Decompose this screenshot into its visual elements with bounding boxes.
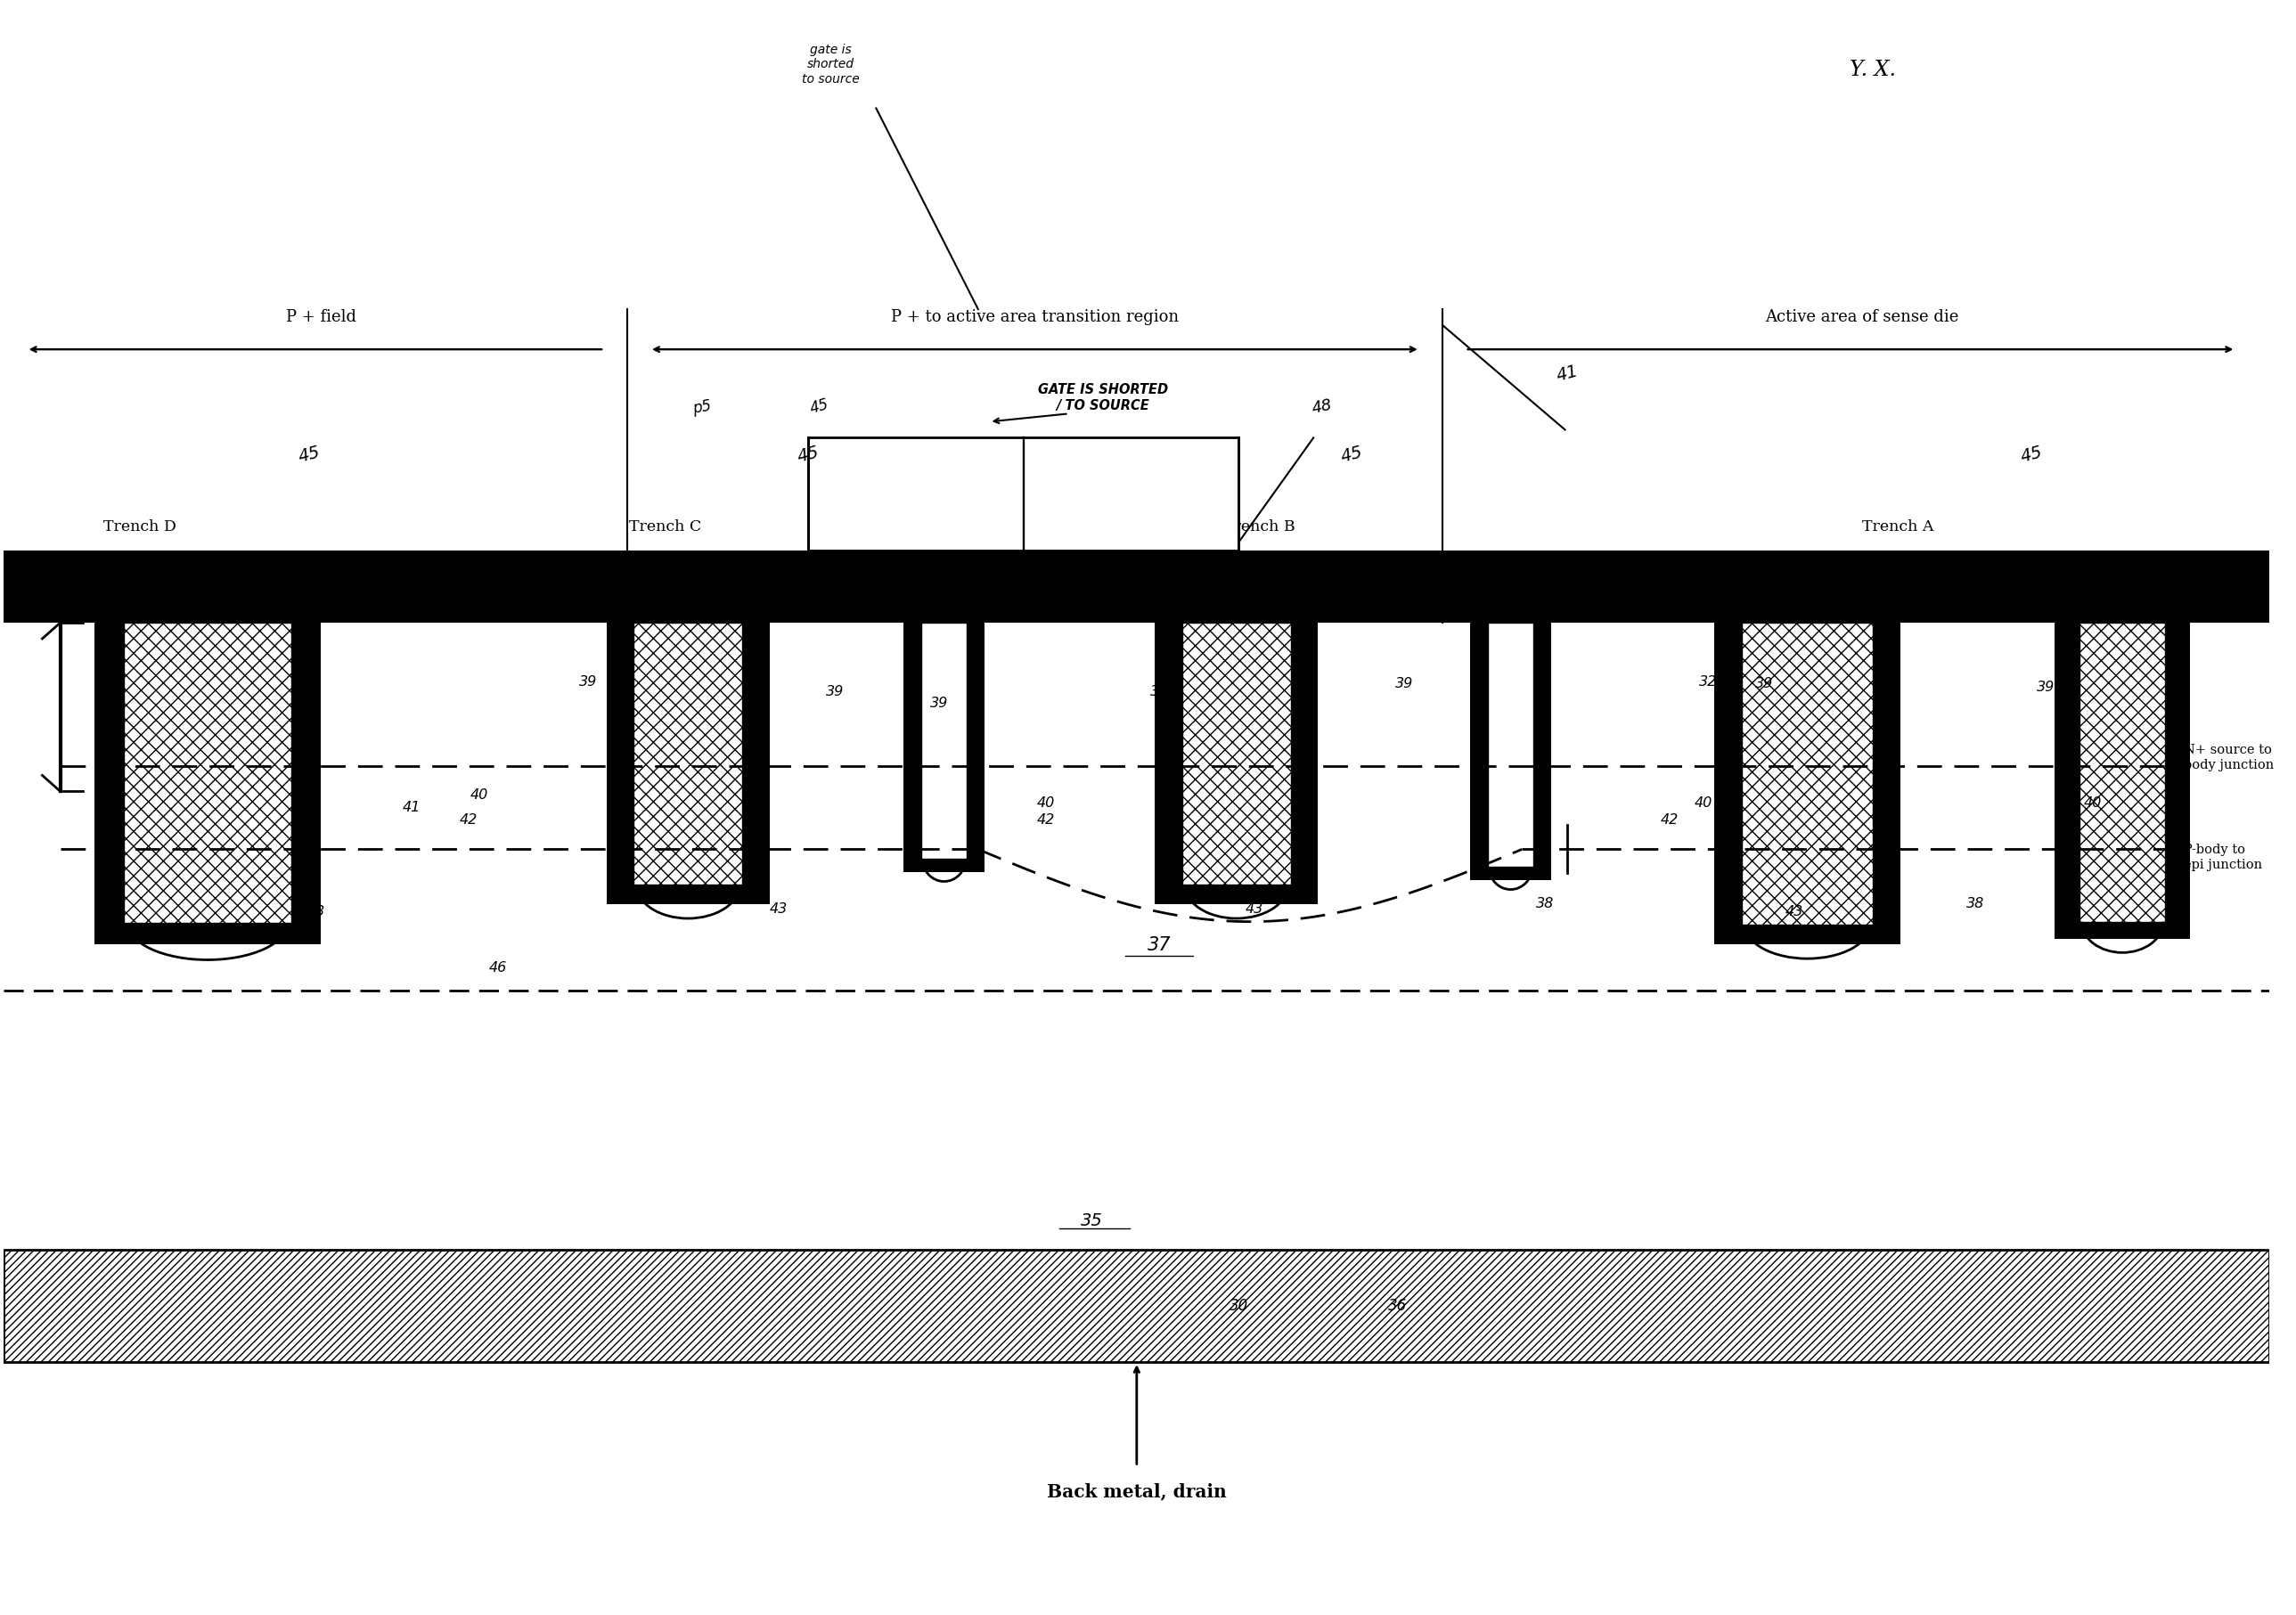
Text: 45: 45: [808, 397, 831, 417]
Text: Trench B: Trench B: [1224, 518, 1295, 535]
Text: Y. X.: Y. X.: [1851, 60, 1896, 81]
Bar: [902, 623, 985, 872]
Bar: [1715, 623, 1901, 945]
Text: 45: 45: [2018, 444, 2046, 465]
Text: P + to active area transition region: P + to active area transition region: [891, 308, 1178, 325]
Text: 45: 45: [794, 444, 822, 465]
Bar: [921, 623, 967, 859]
Bar: [5, 551, 2271, 623]
Text: 40: 40: [471, 788, 489, 801]
Bar: [2080, 623, 2165, 922]
Text: 35: 35: [1081, 1213, 1102, 1229]
Text: 30: 30: [1228, 1298, 1249, 1315]
Text: gate is
shorted
to source: gate is shorted to source: [801, 44, 859, 86]
Text: 42: 42: [459, 814, 478, 827]
Text: 46: 46: [489, 961, 507, 975]
Text: Trench A: Trench A: [1862, 518, 1933, 535]
Bar: [1488, 623, 1534, 867]
Bar: [1743, 623, 1874, 925]
Bar: [634, 623, 742, 885]
Text: 43: 43: [1784, 906, 1802, 919]
Text: 48: 48: [1311, 397, 1334, 417]
Text: 39: 39: [1396, 677, 1412, 690]
Text: Active area of sense die: Active area of sense die: [1766, 308, 1958, 325]
Text: 39: 39: [579, 675, 597, 688]
Bar: [1155, 623, 1318, 904]
Text: 45: 45: [296, 444, 321, 465]
Text: 40: 40: [2085, 796, 2101, 809]
Text: 43: 43: [1244, 903, 1263, 916]
Text: Trench D: Trench D: [103, 518, 177, 535]
Text: 36: 36: [1387, 1298, 1407, 1315]
Text: 40: 40: [1694, 796, 1713, 809]
Bar: [808, 438, 1238, 551]
Bar: [124, 623, 292, 924]
Text: 43: 43: [308, 906, 326, 919]
Text: 43: 43: [769, 903, 788, 916]
Text: 32: 32: [1699, 675, 1717, 688]
Text: p5: p5: [691, 399, 712, 417]
Text: 41: 41: [402, 801, 420, 814]
Text: 39: 39: [1150, 685, 1169, 698]
Text: 45: 45: [1339, 444, 1364, 465]
Bar: [1182, 623, 1290, 885]
Bar: [5, 623, 2271, 1000]
Text: GATE IS SHORTED
/ TO SOURCE: GATE IS SHORTED / TO SOURCE: [1038, 383, 1169, 412]
Text: 39: 39: [930, 696, 948, 709]
Text: Back metal, drain: Back metal, drain: [1047, 1483, 1226, 1500]
Text: 39: 39: [827, 685, 845, 698]
Bar: [1469, 623, 1552, 880]
Bar: [2055, 623, 2190, 940]
Text: 39: 39: [2037, 680, 2055, 693]
Text: 39: 39: [1756, 677, 1773, 690]
Text: Trench C: Trench C: [629, 518, 703, 535]
Text: 37: 37: [1148, 937, 1171, 954]
Text: 40: 40: [1038, 796, 1056, 809]
Bar: [606, 623, 769, 904]
Text: 41: 41: [1554, 363, 1580, 384]
Text: N+ source to
body junction: N+ source to body junction: [2183, 745, 2273, 770]
Bar: [94, 623, 321, 945]
Text: 38: 38: [1536, 898, 1554, 911]
Text: P-body to
epi junction: P-body to epi junction: [2183, 845, 2262, 870]
Text: 42: 42: [1038, 814, 1056, 827]
Text: P + field: P + field: [285, 308, 356, 325]
Text: 42: 42: [1660, 814, 1678, 827]
Text: 38: 38: [1965, 898, 1984, 911]
Bar: [5, 1250, 2271, 1361]
